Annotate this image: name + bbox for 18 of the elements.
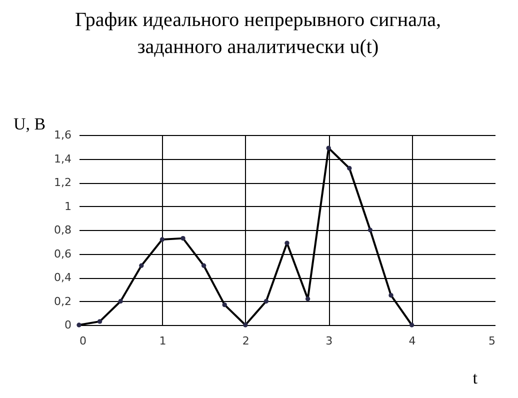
y-tick-label: 0,4: [54, 271, 72, 284]
y-tick-label: 0,6: [54, 247, 72, 260]
y-axis-title: U, В: [14, 114, 46, 134]
chart-title: График идеального непрерывного сигнала, заданного аналитически u(t): [75, 9, 441, 58]
x-tick-label: 5: [488, 334, 496, 348]
x-axis-title: t: [472, 368, 478, 388]
x-tick-label: 0: [80, 334, 86, 348]
y-tick-label: 1,6: [54, 128, 72, 142]
y-tick-label: 0,8: [54, 224, 72, 236]
x-tick-label: 3: [326, 334, 333, 348]
y-tick-label: 1: [64, 200, 72, 213]
x-tick-label: 1: [159, 334, 166, 348]
y-tick-label: 1,2: [54, 176, 72, 189]
y-tick-label: 0: [64, 318, 72, 332]
y-tick-label: 0,2: [54, 294, 72, 308]
x-tick-label: 4: [408, 334, 416, 348]
x-tick-label: 2: [242, 334, 250, 348]
y-tick-label: 1,4: [54, 152, 72, 166]
